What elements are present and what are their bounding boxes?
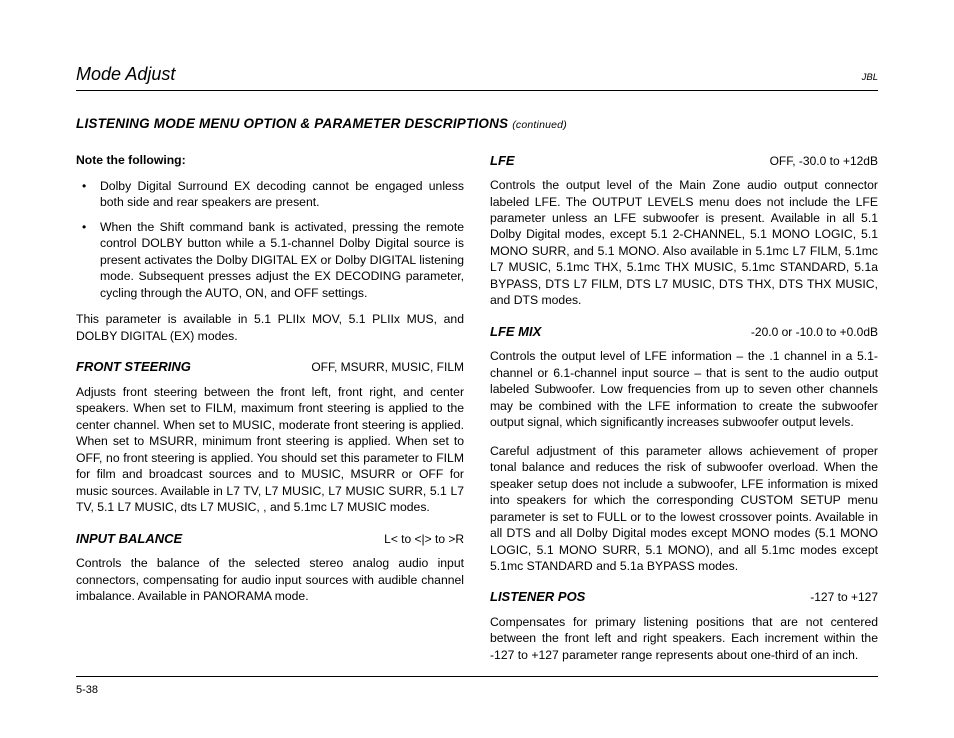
brand-label: JBL (862, 72, 878, 85)
bullet-item: When the Shift command bank is activated… (76, 219, 464, 301)
bullet-item: Dolby Digital Surround EX decoding canno… (76, 178, 464, 211)
param-body: Controls the output level of LFE informa… (490, 348, 878, 430)
param-name: LFE MIX (490, 323, 541, 341)
param-lfe-mix: LFE MIX -20.0 or -10.0 to +0.0dB (490, 323, 878, 341)
page-footer: 5-38 (76, 676, 878, 698)
section-heading: LISTENING MODE MENU OPTION & PARAMETER D… (76, 115, 878, 133)
note-heading: Note the following: (76, 152, 464, 168)
param-name: INPUT BALANCE (76, 530, 182, 548)
page-title: Mode Adjust (76, 62, 175, 86)
param-body: Adjusts front steering between the front… (76, 384, 464, 516)
param-listener-pos: LISTENER POS -127 to +127 (490, 588, 878, 606)
param-front-steering: FRONT STEERING OFF, MSURR, MUSIC, FILM (76, 358, 464, 376)
param-range: OFF, MSURR, MUSIC, FILM (311, 359, 464, 375)
param-input-balance: INPUT BALANCE L< to <|> to >R (76, 530, 464, 548)
param-range: L< to <|> to >R (384, 531, 464, 547)
section-heading-text: LISTENING MODE MENU OPTION & PARAMETER D… (76, 116, 508, 131)
section-continued: (continued) (512, 119, 567, 131)
param-name: LISTENER POS (490, 588, 585, 606)
param-body: Careful adjustment of this parameter all… (490, 443, 878, 575)
param-body: Controls the balance of the selected ste… (76, 555, 464, 604)
param-range: OFF, -30.0 to +12dB (770, 153, 878, 169)
param-body: Compensates for primary listening positi… (490, 614, 878, 663)
right-column: LFE OFF, -30.0 to +12dB Controls the out… (490, 152, 878, 676)
param-name: LFE (490, 152, 515, 170)
param-range: -20.0 or -10.0 to +0.0dB (751, 324, 878, 340)
page-header: Mode Adjust JBL (76, 62, 878, 91)
param-lfe: LFE OFF, -30.0 to +12dB (490, 152, 878, 170)
left-column: Note the following: Dolby Digital Surrou… (76, 152, 464, 676)
content-columns: Note the following: Dolby Digital Surrou… (76, 152, 878, 676)
after-bullets-para: This parameter is available in 5.1 PLIIx… (76, 311, 464, 344)
param-body: Controls the output level of the Main Zo… (490, 177, 878, 309)
param-range: -127 to +127 (810, 589, 878, 605)
param-name: FRONT STEERING (76, 358, 191, 376)
note-bullets: Dolby Digital Surround EX decoding canno… (76, 178, 464, 301)
page-number: 5-38 (76, 684, 98, 696)
